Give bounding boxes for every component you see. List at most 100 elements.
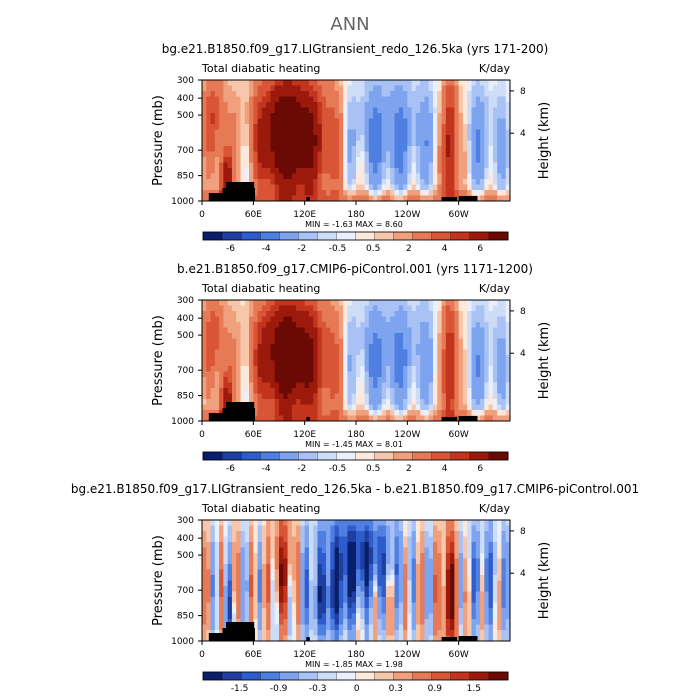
heatmap-cell [249, 366, 254, 372]
heatmap-cell [266, 520, 271, 526]
heatmap-cell [407, 173, 413, 180]
heatmap-cell [458, 305, 464, 312]
heatmap-cell [497, 135, 502, 141]
heatmap-cell [300, 355, 306, 361]
heatmap-cell [206, 531, 211, 537]
colorbar-tick-label: -4 [262, 464, 271, 474]
heatmap-cell [467, 377, 472, 383]
heatmap-cell [390, 316, 395, 323]
heatmap-cell [283, 162, 288, 169]
heatmap-cell [313, 322, 318, 328]
heatmap-cell [236, 591, 241, 598]
heatmap-cell [261, 355, 267, 361]
heatmap-cell [360, 602, 365, 609]
heatmap-cell [381, 542, 387, 548]
heatmap-cell [300, 399, 306, 405]
heatmap-cell [223, 135, 229, 141]
x-tick-label: 0 [199, 650, 205, 660]
heatmap-cell [385, 168, 391, 174]
heatmap-cell [475, 355, 481, 361]
heatmap-cell [373, 410, 378, 416]
heatmap-cell [227, 327, 233, 334]
heatmap-cell [231, 118, 237, 125]
heatmap-cell [390, 586, 395, 592]
heatmap-cell [505, 415, 511, 422]
heatmap-cell [475, 85, 481, 92]
heatmap-cell [227, 542, 233, 548]
heatmap-cell [214, 377, 220, 383]
heatmap-cell [501, 597, 507, 603]
heatmap-cell [249, 580, 254, 587]
heatmap-cell [343, 371, 348, 378]
heatmap-cell [480, 410, 485, 416]
y-tick-label: 400 [177, 94, 194, 104]
heatmap-cell [304, 300, 310, 306]
heatmap-cell [445, 311, 451, 317]
heatmap-cell [356, 173, 361, 180]
heatmap-cell [338, 311, 344, 317]
heatmap-cell [351, 377, 357, 383]
heatmap-cell [356, 80, 361, 86]
heatmap-cell [227, 608, 233, 614]
heatmap-cell [424, 591, 430, 598]
heatmap-cell [257, 388, 263, 394]
heatmap-cell [390, 619, 395, 625]
heatmap-cell [257, 591, 263, 598]
colorbar-tick-label: 0.9 [428, 684, 443, 694]
heatmap-cell [450, 575, 455, 581]
heatmap-cell [373, 360, 378, 367]
heatmap-cell [484, 311, 490, 317]
heatmap-cell [244, 569, 250, 576]
heatmap-cell [445, 597, 451, 603]
heatmap-cell [240, 140, 246, 147]
heatmap-cell [394, 564, 400, 570]
heatmap-cell [505, 344, 511, 350]
heatmap-cell [257, 195, 263, 202]
heatmap-cell [505, 547, 511, 554]
heatmap-cell [454, 553, 460, 559]
heatmap-cell [471, 591, 477, 598]
heatmap-cell [202, 113, 207, 119]
heatmap-cell [283, 613, 288, 620]
colorbar: -1.5 -0.9 -0.3 0 0.3 0.9 1.5 [202, 671, 509, 694]
heatmap-cell [445, 162, 451, 169]
heatmap-cell [471, 113, 477, 119]
colorbar-tick-label: -6 [226, 464, 235, 474]
heatmap-cell [428, 305, 434, 312]
heatmap-cell [411, 366, 417, 372]
heatmap-cell [317, 157, 323, 163]
heatmap-cell [437, 151, 442, 158]
heatmap-cell [356, 580, 361, 587]
heatmap-cell [338, 635, 344, 642]
heatmap-cell [458, 575, 464, 581]
heatmap-cell [484, 619, 490, 625]
heatmap-cell [458, 371, 464, 378]
heatmap-cell [308, 96, 314, 103]
heatmap-cell [398, 344, 404, 350]
heatmap-cell [403, 547, 408, 554]
heatmap-cell [249, 388, 254, 394]
heatmap-cell [360, 382, 365, 389]
heatmap-cell [270, 536, 276, 543]
heatmap-cell [356, 102, 361, 108]
y-axis-label: Pressure (mb) [151, 315, 166, 406]
heatmap-cell [433, 333, 438, 339]
heatmap-cell [223, 118, 229, 125]
heatmap-cell [433, 85, 438, 92]
heatmap-cell [360, 327, 365, 334]
heatmap-cell [291, 129, 297, 136]
heatmap-cell [497, 168, 502, 174]
heatmap-cell [300, 80, 306, 86]
heatmap-cell [364, 415, 370, 422]
heatmap-cell [266, 333, 271, 339]
heatmap-cell [321, 542, 327, 548]
heatmap-cell [458, 393, 464, 400]
heatmap-cell [390, 184, 395, 191]
colorbar-swatch [260, 231, 280, 241]
colorbar-swatch [393, 231, 414, 241]
heatmap-cell [313, 140, 318, 147]
heatmap-cell [236, 536, 241, 543]
heatmap-cell [428, 113, 434, 119]
heatmap-cell [257, 564, 263, 570]
colorbar-swatch [298, 671, 318, 681]
